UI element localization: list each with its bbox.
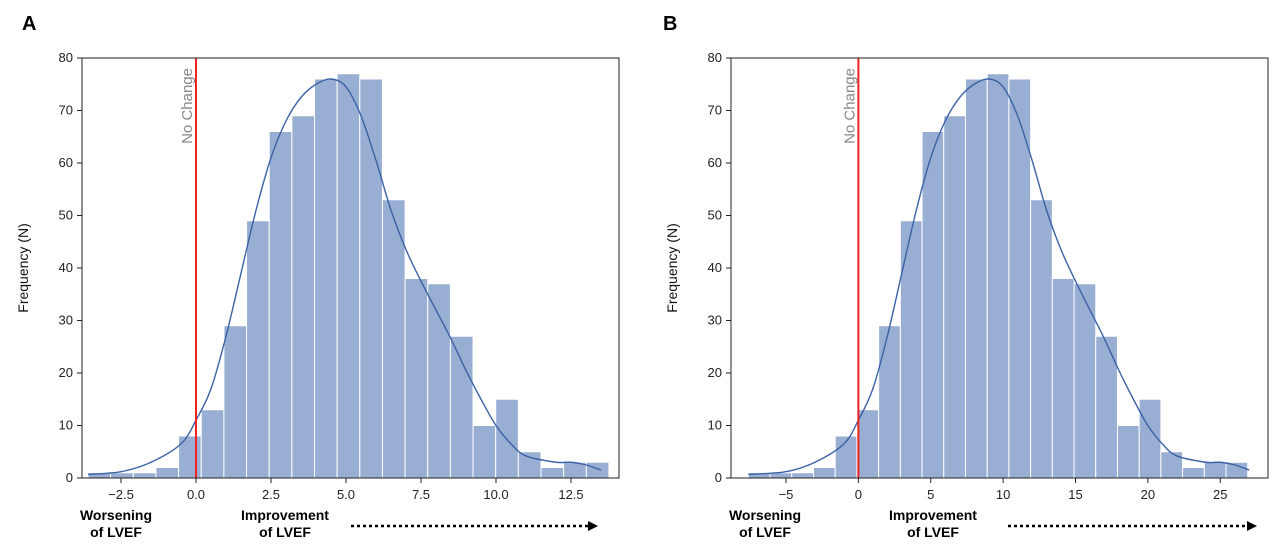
panel-a: A No Change 0 10 20 30 40 50 60 70 80 −2.5 0.0 2.5 5.0… — [15, 13, 620, 540]
panel-label: A — [22, 13, 36, 35]
histogram-bar — [986, 73, 1010, 479]
kde-curve — [748, 78, 1250, 476]
histogram-bars — [87, 73, 610, 479]
arrow-head-icon — [588, 521, 598, 531]
histogram-bar — [585, 461, 610, 479]
histogram-bar — [314, 78, 338, 479]
kde-curve — [87, 78, 602, 476]
worsening-label: of LVEF — [90, 524, 142, 540]
histogram-bar — [132, 472, 157, 479]
x-tick-label: 5.0 — [337, 487, 355, 502]
x-tick-label: 0 — [855, 487, 862, 502]
y-tick-label: 50 — [708, 208, 722, 223]
histogram-bar — [540, 467, 565, 479]
histogram-bar — [791, 472, 814, 479]
x-tick-label: 7.5 — [412, 487, 430, 502]
worsening-label: Worsening — [80, 507, 152, 523]
x-tick-label: −2.5 — [108, 487, 134, 502]
histogram-bar — [1160, 451, 1184, 479]
histogram-bar — [1030, 199, 1053, 479]
x-tick-label: 25 — [1213, 487, 1227, 502]
histogram-bar — [1203, 461, 1227, 479]
y-tick-label: 0 — [66, 470, 73, 485]
histogram-bar — [1008, 78, 1032, 479]
y-tick-label: 30 — [59, 313, 73, 328]
y-tick-label: 0 — [715, 470, 722, 485]
histogram-bar — [200, 409, 225, 479]
y-tick-label: 70 — [708, 103, 722, 118]
panel-label: B — [663, 13, 677, 35]
y-tick-label: 60 — [708, 155, 722, 170]
histogram-bar — [878, 325, 901, 479]
histogram-bar — [336, 73, 361, 479]
y-tick-label: 30 — [708, 313, 722, 328]
improvement-label: Improvement — [241, 507, 329, 523]
histogram-bars — [747, 73, 1249, 479]
no-change-label: No Change — [841, 68, 858, 144]
x-tick-label: 5 — [927, 487, 934, 502]
x-tick-label: −5 — [779, 487, 794, 502]
histogram-bar — [472, 425, 497, 479]
histogram-bar — [359, 78, 383, 479]
no-change-label: No Change — [179, 68, 196, 144]
histogram-bar — [404, 278, 429, 479]
worsening-label: Worsening — [729, 507, 801, 523]
y-tick-label: 80 — [708, 50, 722, 65]
histogram-bar — [110, 472, 134, 479]
arrow-head-icon — [1247, 521, 1257, 531]
histogram-bar — [1051, 278, 1075, 479]
y-tick-label: 20 — [59, 365, 73, 380]
x-tick-label: 2.5 — [262, 487, 280, 502]
histogram-bar — [1182, 467, 1205, 479]
histogram-bar — [943, 115, 966, 479]
y-tick-label: 10 — [59, 418, 73, 433]
histogram-bar — [246, 220, 270, 479]
histogram-bar — [291, 115, 316, 479]
histogram-bar — [1225, 461, 1249, 479]
panel-b: B No Change 0 10 20 30 40 50 60 70 80 −5 0 5 10 15 20 25 F… — [663, 13, 1269, 540]
x-tick-label: 10.0 — [483, 487, 508, 502]
histogram-bar — [449, 335, 474, 479]
y-tick-label: 70 — [59, 103, 73, 118]
improvement-label: Improvement — [889, 507, 977, 523]
y-tick-label: 60 — [59, 155, 73, 170]
y-tick-label: 40 — [708, 260, 722, 275]
x-tick-label: 0.0 — [187, 487, 205, 502]
x-tick-label: 20 — [1141, 487, 1155, 502]
histogram-bar — [921, 131, 945, 479]
histogram-bar — [268, 131, 293, 479]
improvement-label: of LVEF — [907, 524, 959, 540]
y-tick-label: 50 — [59, 208, 73, 223]
worsening-label: of LVEF — [739, 524, 791, 540]
x-tick-label: 10 — [996, 487, 1010, 502]
histogram-bar — [1116, 425, 1140, 479]
y-tick-label: 20 — [708, 365, 722, 380]
histogram-bar — [155, 467, 180, 479]
y-tick-label: 40 — [59, 260, 73, 275]
histogram-bar — [517, 451, 542, 479]
y-tick-label: 10 — [708, 418, 722, 433]
y-axis-title: Frequency (N) — [15, 223, 31, 312]
histogram-bar — [813, 467, 836, 479]
x-tick-label: 15 — [1068, 487, 1082, 502]
histogram-bar — [964, 78, 988, 479]
y-axis-title: Frequency (N) — [664, 223, 680, 312]
histogram-bar — [1095, 335, 1118, 479]
histogram-bar — [223, 325, 248, 479]
y-tick-label: 80 — [59, 50, 73, 65]
x-tick-label: 12.5 — [558, 487, 583, 502]
histogram-bar — [856, 409, 880, 479]
histogram-bar — [381, 199, 406, 479]
histogram-bar — [899, 220, 923, 479]
histogram-bar — [1073, 283, 1097, 479]
histogram-bar — [427, 283, 451, 479]
improvement-label: of LVEF — [259, 524, 311, 540]
